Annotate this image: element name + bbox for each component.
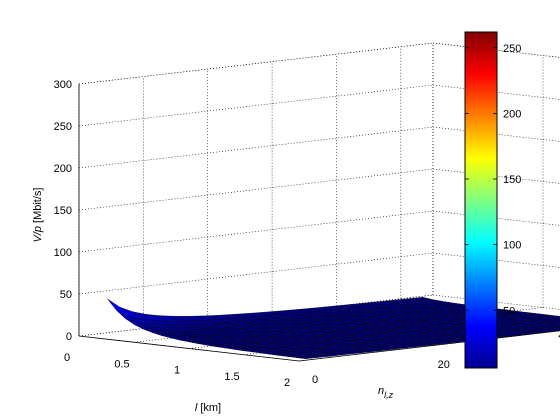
colorbar-tick-label: 200: [503, 108, 521, 120]
surface: [107, 297, 560, 359]
y-axis-label: nl,z: [378, 385, 394, 400]
colorbar-ticks: 50 100 150 200 250: [465, 43, 521, 317]
grid-line: [78, 168, 434, 211]
x-tick-label: 1: [174, 365, 180, 377]
x-tick-label: 0.5: [114, 358, 129, 370]
z-tick-label: 150: [54, 205, 72, 217]
z-tick-label: 300: [54, 79, 72, 91]
grid-line: [78, 42, 434, 85]
colorbar-tick-label: 100: [503, 240, 521, 252]
colorbar: [464, 31, 498, 369]
z-tick-label: 200: [54, 163, 72, 175]
x-tick-label: 2: [284, 377, 290, 389]
grid-line: [78, 126, 434, 169]
grid-line: [78, 210, 434, 253]
colorbar-tick-label: 250: [503, 43, 521, 55]
z-tick-label: 0: [66, 331, 72, 343]
z-axis-label: V/p[Mbit/s]: [32, 188, 44, 243]
grid-line: [78, 252, 434, 295]
x-tick-label: 1.5: [224, 371, 239, 383]
z-tick-label: 50: [60, 289, 72, 301]
x-tick-label: 0: [64, 352, 70, 364]
colorbar-tick-label: 150: [503, 174, 521, 186]
y-tick-label: 20: [438, 359, 450, 371]
colorbar-tick-label: 50: [503, 305, 515, 317]
surface-patch: [296, 356, 319, 359]
y-tick-label: 40: [558, 330, 560, 342]
z-tick-label: 250: [54, 121, 72, 133]
z-tick-label: 100: [54, 247, 72, 259]
y-tick-label: 0: [312, 374, 318, 386]
grid-line: [78, 42, 434, 85]
x-axis-label: l [km]: [195, 402, 221, 414]
grid-line: [78, 335, 300, 362]
grid-line: [78, 84, 434, 127]
surface-patch: [107, 298, 130, 317]
